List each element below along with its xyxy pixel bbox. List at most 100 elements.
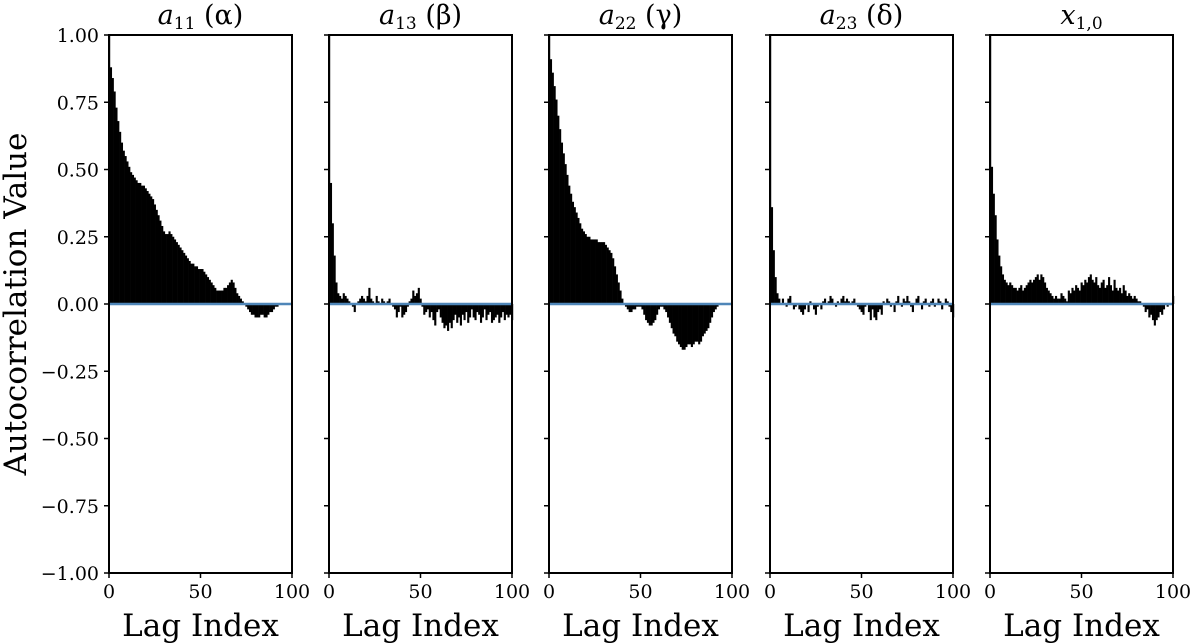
y-tick-label: 0.50 (57, 160, 99, 182)
bar (144, 188, 147, 304)
bar (382, 301, 386, 304)
bar (902, 298, 905, 304)
bar (1093, 282, 1096, 304)
bar (888, 301, 891, 304)
bar (111, 78, 114, 304)
bar (1043, 282, 1047, 304)
bar (568, 185, 571, 304)
bar (871, 304, 874, 310)
bar (551, 72, 554, 304)
bar (683, 304, 686, 350)
bar (895, 301, 898, 304)
bar (845, 298, 849, 304)
bar (924, 298, 927, 304)
bar (1098, 287, 1102, 304)
bar (656, 304, 659, 315)
bar (434, 304, 437, 326)
bar (632, 304, 635, 310)
x-tick-label: 50 (1069, 581, 1093, 603)
bar (941, 304, 944, 310)
bar (709, 304, 712, 323)
bar (362, 298, 365, 304)
bar (230, 279, 233, 304)
bar (595, 239, 598, 304)
bar (505, 304, 508, 315)
bar (186, 258, 189, 304)
bar (694, 304, 697, 342)
bar (588, 236, 591, 304)
bar (393, 304, 397, 310)
bar (920, 304, 924, 310)
bar (507, 304, 510, 318)
panel-title-parameter: (β) (417, 0, 462, 31)
bar (353, 304, 356, 313)
bar (1058, 298, 1061, 304)
bar (228, 282, 231, 304)
bar (492, 304, 495, 321)
bar (878, 304, 882, 310)
bar (269, 304, 272, 313)
x-tick-label: 0 (323, 581, 335, 603)
bar (206, 277, 210, 304)
bar (426, 304, 430, 310)
panel-title-symbol: x (1060, 0, 1075, 31)
x-tick-label: 100 (935, 581, 971, 603)
y-tick-label: 0.25 (57, 227, 99, 249)
bar (458, 304, 461, 318)
bar (1022, 290, 1025, 304)
bar (1082, 285, 1085, 304)
bar (886, 298, 889, 304)
bar (678, 304, 681, 345)
bar (834, 304, 838, 307)
bar (663, 304, 666, 310)
bar (1150, 304, 1153, 315)
bar (645, 304, 648, 321)
bar (135, 180, 138, 304)
bar (184, 255, 188, 304)
bar (893, 304, 896, 313)
bar (873, 304, 876, 318)
bar (1034, 277, 1037, 304)
bar (498, 304, 501, 323)
bar (272, 304, 275, 310)
bar (428, 304, 431, 318)
bar (509, 304, 512, 315)
bar (472, 304, 475, 318)
bar (911, 304, 914, 313)
bar (624, 304, 628, 307)
panel-title-subscript: 1,0 (1076, 14, 1103, 34)
bar (468, 304, 472, 318)
bar (254, 304, 257, 318)
bar (643, 304, 646, 315)
bar (109, 67, 113, 304)
bar (1117, 290, 1120, 304)
bar (816, 304, 819, 307)
bar (1161, 304, 1164, 315)
bar (813, 304, 816, 310)
bar (1054, 295, 1058, 304)
bar (241, 301, 244, 304)
bar (340, 298, 344, 304)
bar (937, 298, 940, 304)
bar (670, 304, 673, 329)
bar (152, 199, 155, 304)
bar (214, 287, 217, 304)
bar (692, 304, 695, 345)
bar (615, 274, 618, 304)
bar (1104, 287, 1107, 304)
bar (1003, 279, 1006, 304)
bar (1146, 304, 1149, 310)
x-tick-label: 100 (1155, 581, 1191, 603)
bar (430, 304, 433, 313)
bar (131, 174, 135, 304)
bar (676, 304, 679, 342)
bar (406, 304, 409, 307)
bar (1102, 279, 1105, 304)
bar (146, 191, 149, 304)
bar (575, 212, 578, 304)
bar (388, 298, 391, 304)
bar (1020, 285, 1023, 304)
bar (889, 304, 892, 307)
bar (1124, 290, 1127, 304)
x-axis-label: Lag Index (122, 608, 279, 643)
